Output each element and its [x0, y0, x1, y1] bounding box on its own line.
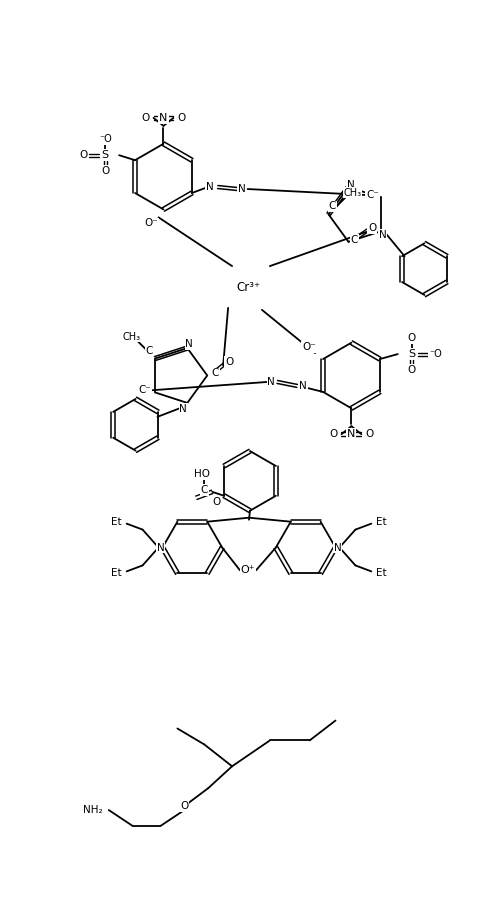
- Text: O: O: [142, 113, 150, 123]
- Text: O: O: [79, 150, 87, 161]
- Text: ⁻O: ⁻O: [99, 135, 112, 144]
- Text: C: C: [146, 345, 153, 355]
- Text: N: N: [238, 184, 246, 194]
- Text: N: N: [206, 182, 214, 192]
- Text: CH₃: CH₃: [343, 187, 361, 198]
- Text: O⁻: O⁻: [302, 342, 316, 353]
- Text: O: O: [368, 222, 376, 233]
- Text: CH₃: CH₃: [122, 331, 140, 342]
- Text: N: N: [379, 231, 387, 240]
- Text: N: N: [267, 377, 275, 387]
- Text: C⁻: C⁻: [139, 386, 152, 395]
- Text: N: N: [185, 339, 193, 349]
- Text: C⁻: C⁻: [366, 190, 379, 200]
- Text: O: O: [408, 365, 416, 375]
- Text: N: N: [333, 543, 341, 553]
- Text: C: C: [329, 201, 336, 211]
- Text: N: N: [299, 381, 307, 391]
- Text: O: O: [365, 429, 373, 439]
- Text: O: O: [180, 801, 188, 811]
- Text: N: N: [347, 429, 356, 439]
- Text: O: O: [177, 113, 185, 123]
- Text: S: S: [408, 349, 415, 359]
- Text: HO: HO: [194, 469, 210, 479]
- Text: Et: Et: [376, 569, 387, 579]
- Text: O: O: [212, 497, 220, 507]
- Text: S: S: [102, 150, 109, 161]
- Text: O: O: [225, 356, 233, 366]
- Text: N: N: [157, 543, 165, 553]
- Text: O: O: [330, 429, 337, 439]
- Text: ⁻O: ⁻O: [429, 349, 442, 359]
- Text: Et: Et: [111, 569, 122, 579]
- Text: N: N: [179, 404, 187, 414]
- Text: Cr³⁺: Cr³⁺: [236, 282, 260, 294]
- Text: O⁻: O⁻: [145, 219, 159, 228]
- Text: Et: Et: [111, 517, 122, 527]
- Text: NH₂: NH₂: [83, 805, 103, 815]
- Text: C: C: [351, 234, 358, 245]
- Text: C: C: [212, 368, 219, 378]
- Text: N: N: [160, 113, 167, 123]
- Text: N: N: [346, 180, 354, 190]
- Text: Et: Et: [376, 517, 387, 527]
- Text: C: C: [201, 485, 208, 495]
- Text: O⁺: O⁺: [241, 566, 255, 575]
- Text: O: O: [408, 333, 416, 343]
- Text: O: O: [101, 166, 109, 176]
